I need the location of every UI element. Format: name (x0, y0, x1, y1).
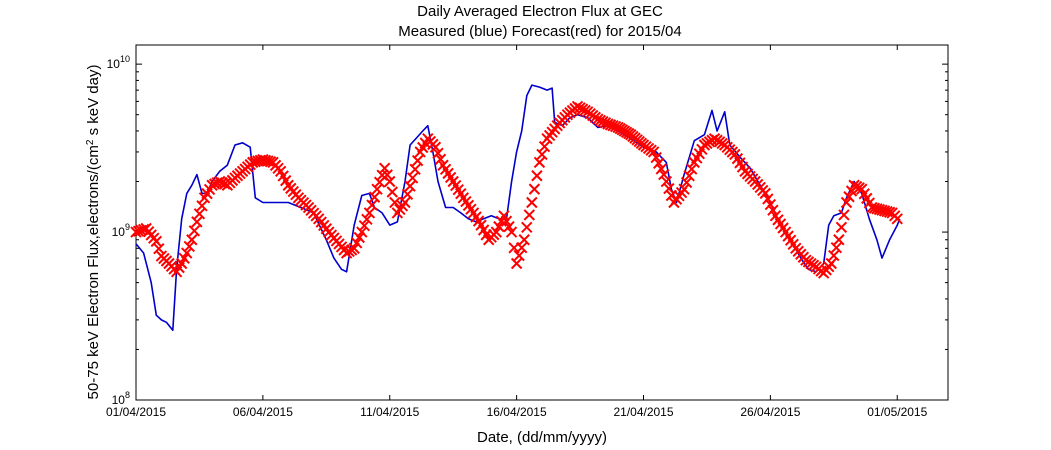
forecast-marker (536, 148, 548, 161)
forecast-marker (510, 257, 523, 270)
y-axis-label-tail: s keV day) (85, 65, 102, 140)
forecast-marker (409, 163, 421, 175)
forecast-marker (655, 163, 667, 175)
forecast-marker (838, 209, 850, 221)
forecast-marker (378, 162, 391, 174)
x-tick-label: 01/04/2015 (106, 405, 166, 419)
forecast-marker (386, 186, 398, 198)
forecast-marker (833, 234, 845, 246)
y-tick-label: 108 (112, 390, 130, 407)
measured-flux-line (135, 84, 901, 332)
y-axis-label-main: 50-75 keV Electron Flux,electrons/(cm (85, 145, 102, 399)
series-layer (130, 84, 903, 332)
forecast-marker (505, 226, 518, 238)
forecast-marker (825, 257, 837, 270)
forecast-marker (647, 146, 660, 158)
forecast-marker (196, 200, 208, 212)
forecast-marker (762, 193, 774, 205)
forecast-marker (368, 191, 381, 203)
forecast-marker (686, 163, 698, 175)
forecast-marker (434, 153, 447, 165)
forecast-marker (411, 154, 424, 167)
x-tick-label: 11/04/2015 (360, 405, 419, 419)
x-tick-label: 26/04/2015 (740, 405, 800, 419)
chart-subtitle: Measured (blue) Forecast(red) for 2015/0… (398, 23, 681, 40)
forecast-marker (406, 172, 419, 184)
forecast-marker (840, 196, 853, 209)
forecast-marker (429, 141, 442, 153)
forecast-marker (401, 188, 414, 201)
forecast-marker (523, 209, 536, 221)
x-tick-label: 21/04/2015 (613, 405, 673, 419)
forecast-marker (538, 140, 551, 153)
y-axis: 108 109 1010 (107, 54, 948, 407)
forecast-marker (150, 235, 163, 248)
forecast-marker (828, 249, 840, 262)
forecast-marker (660, 175, 673, 188)
forecast-marker (830, 241, 843, 254)
forecast-marker (891, 213, 903, 225)
forecast-marker (518, 234, 530, 246)
forecast-marker (533, 156, 546, 169)
forecast-marker (663, 182, 675, 195)
forecast-marker (521, 221, 533, 234)
forecast-marker (767, 204, 779, 216)
forecast-marker (191, 216, 203, 228)
forecast-marker (650, 151, 662, 164)
forecast-marker (153, 243, 165, 255)
forecast-marker (843, 191, 855, 203)
forecast-marker (363, 207, 376, 219)
forecast-marker (515, 241, 528, 254)
forecast-marker (399, 196, 411, 209)
forecast-marker (381, 169, 393, 181)
forecast-marker (389, 196, 401, 209)
forecast-marker (366, 199, 378, 211)
y-axis-label-sup: 2 (85, 139, 96, 145)
forecast-marker (371, 183, 383, 195)
x-tick-label: 16/04/2015 (487, 405, 547, 419)
x-axis: 01/04/2015 06/04/2015 11/04/2015 16/04/2015… (106, 45, 928, 419)
forecast-marker (526, 196, 538, 209)
forecast-marker (678, 183, 690, 195)
y-tick-label: 1010 (107, 54, 130, 71)
forecast-marker (181, 247, 193, 259)
forecast-marker (835, 221, 848, 234)
forecast-marker (513, 249, 525, 262)
chart-title: Daily Averaged Electron Flux at GEC (417, 3, 663, 20)
forecast-marker (384, 175, 396, 188)
forecast-marker (658, 168, 670, 181)
x-axis-label: Date, (dd/mm/yyyy) (477, 429, 607, 446)
forecast-marker (404, 180, 416, 192)
y-tick-label: 109 (112, 222, 130, 239)
forecast-marker (358, 219, 371, 232)
forecast-marker (183, 240, 195, 253)
forecast-marker (759, 187, 772, 200)
forecast-marker (186, 234, 198, 246)
forecast-marker (653, 157, 665, 169)
x-tick-label: 01/05/2015 (867, 405, 927, 419)
forecast-marker (193, 208, 206, 220)
forecast-marker (361, 213, 373, 226)
x-tick-label: 06/04/2015 (233, 405, 293, 419)
forecast-marker (683, 170, 695, 182)
forecast-marker (432, 147, 444, 159)
plot-area (135, 44, 949, 401)
y-axis-label: 50-75 keV Electron Flux,electrons/(cm2 s… (85, 65, 103, 400)
forecast-marker (680, 176, 693, 189)
forecast-marker (764, 198, 777, 211)
forecast-marker (356, 226, 368, 238)
forecast-marker (531, 170, 543, 182)
forecast-marker (528, 183, 541, 195)
forecast-marker (188, 225, 201, 237)
